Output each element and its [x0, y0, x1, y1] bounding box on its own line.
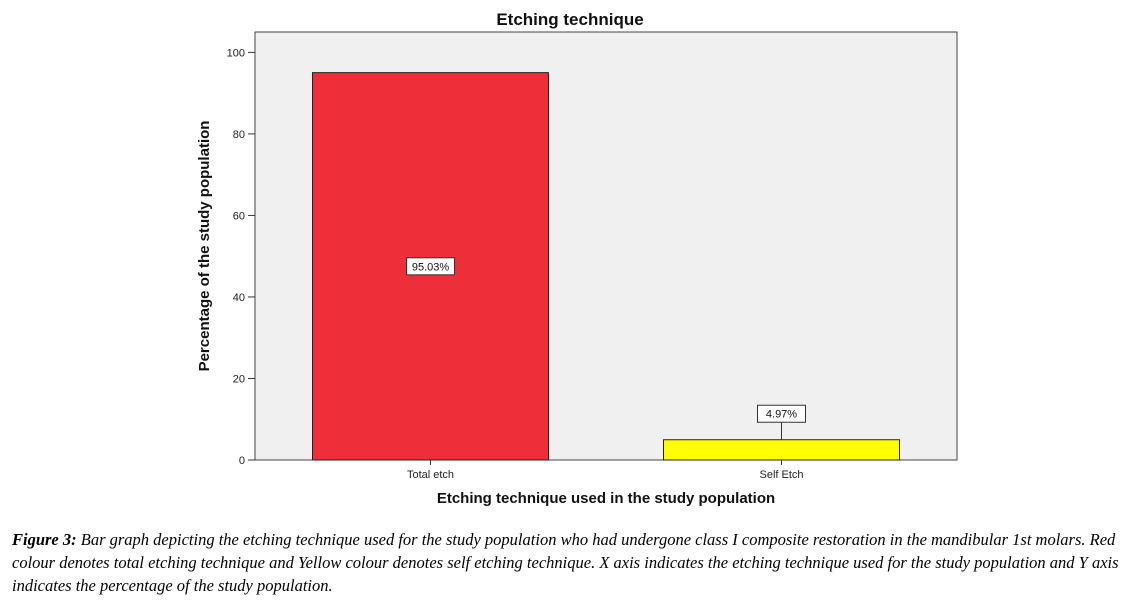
- data-label-box: [757, 404, 806, 423]
- x-tick-label: Total etch: [407, 469, 454, 481]
- caption-text: Bar graph depicting the etching techniqu…: [12, 530, 1119, 595]
- bars: 95.03% 4.97%: [312, 72, 900, 461]
- y-tick-label: 40: [233, 292, 245, 304]
- x-tick-label: Self Etch: [759, 469, 803, 481]
- data-label-box: [406, 257, 455, 276]
- y-tick-label: 60: [233, 210, 245, 222]
- y-axis-label: Percentage of the study population: [196, 121, 213, 372]
- y-tick-label: 0: [239, 455, 245, 467]
- y-tick-label: 20: [233, 373, 245, 385]
- x-axis-label: Etching technique used in the study popu…: [437, 490, 775, 507]
- caption-label: Figure 3:: [12, 530, 77, 549]
- bar-chart: Etching technique 0 20 40 60 80 100 95.03% 4.9…: [196, 10, 958, 507]
- y-axis: 0 20 40 60 80 100: [227, 47, 255, 467]
- figure-caption: Figure 3: Bar graph depicting the etchin…: [12, 528, 1130, 597]
- data-label: 95.03%: [412, 261, 450, 273]
- data-label: 4.97%: [766, 409, 797, 421]
- bar-self-etch: [663, 439, 900, 461]
- x-axis: Total etch Self Etch: [407, 460, 804, 481]
- y-tick-label: 80: [233, 129, 245, 141]
- chart-title: Etching technique: [496, 10, 643, 29]
- y-tick-label: 100: [227, 47, 245, 59]
